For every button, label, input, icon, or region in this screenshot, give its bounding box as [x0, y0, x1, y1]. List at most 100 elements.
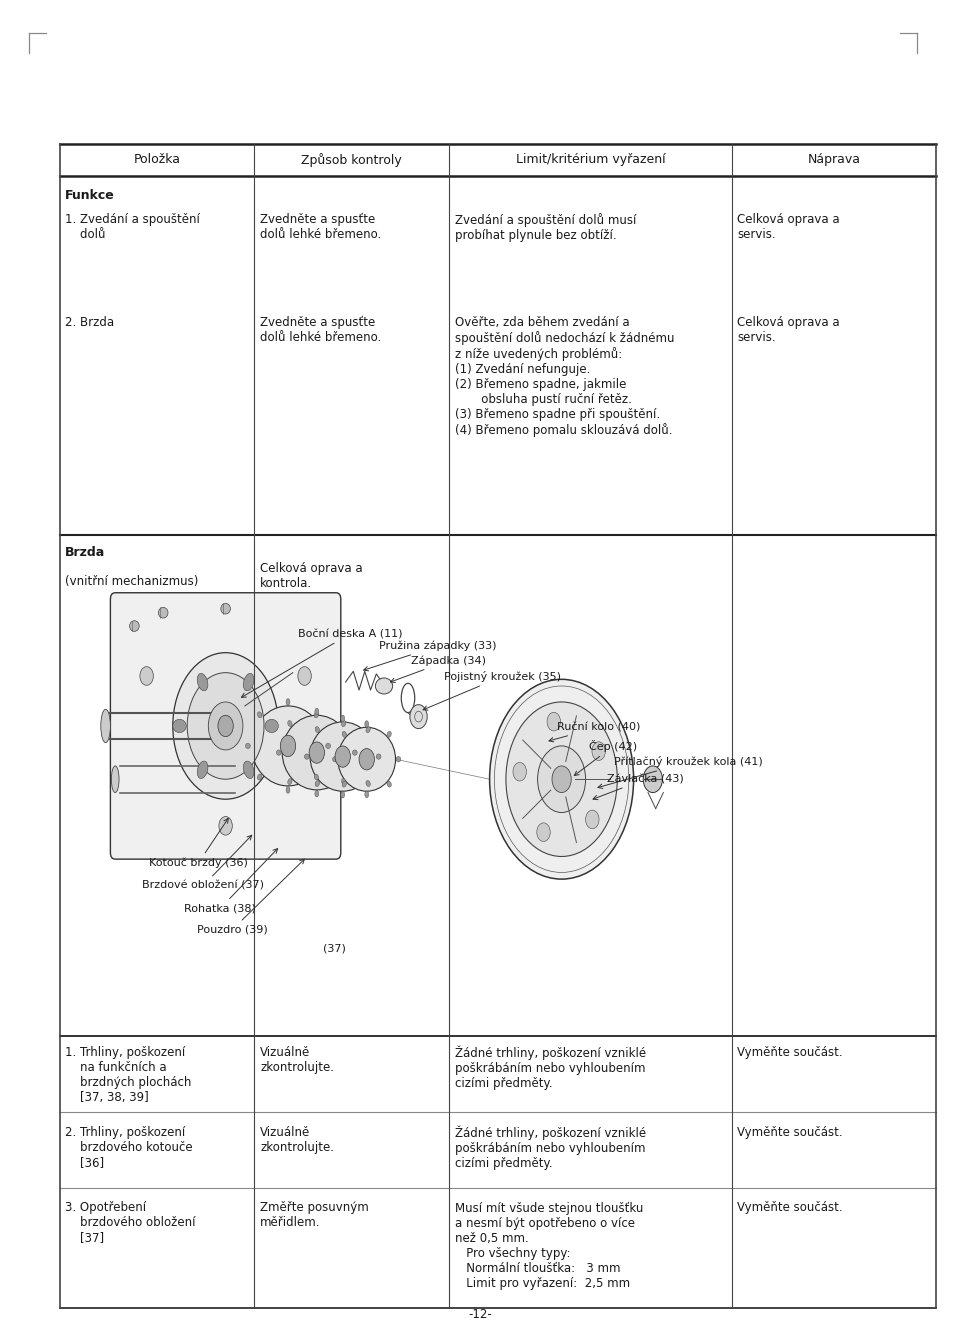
Text: Přítlačný kroužek kola (41): Přítlačný kroužek kola (41)	[598, 757, 763, 789]
Ellipse shape	[243, 761, 254, 778]
Ellipse shape	[375, 678, 393, 694]
Text: Změřte posuvným
měřidlem.: Změřte posuvným měřidlem.	[260, 1201, 369, 1229]
Text: (37): (37)	[323, 943, 346, 954]
Circle shape	[219, 817, 232, 835]
Circle shape	[537, 823, 550, 842]
Circle shape	[280, 735, 296, 757]
Text: Ověřte, zda během zvedání a
spouštění dolů nedochází k žádnému
z níže uvedených : Ověřte, zda během zvedání a spouštění do…	[455, 316, 675, 437]
Ellipse shape	[342, 781, 347, 787]
Ellipse shape	[325, 743, 330, 749]
Ellipse shape	[130, 621, 139, 631]
Circle shape	[208, 702, 243, 750]
Text: Žádné trhliny, poškození vzniklé
poškrábáním nebo vyhloubením
cizími předměty.: Žádné trhliny, poškození vzniklé poškráb…	[455, 1046, 646, 1090]
Ellipse shape	[252, 706, 324, 786]
Circle shape	[410, 705, 427, 729]
Ellipse shape	[111, 766, 119, 793]
Text: Funkce: Funkce	[65, 189, 115, 202]
Ellipse shape	[352, 750, 357, 755]
Ellipse shape	[342, 731, 347, 738]
Text: 1. Trhliny, poškození
    na funkčních a
    brzdných plochách
    [37, 38, 39]: 1. Trhliny, poškození na funkčních a brz…	[65, 1046, 192, 1104]
Ellipse shape	[288, 721, 292, 726]
Circle shape	[490, 679, 634, 879]
Ellipse shape	[366, 727, 371, 733]
Ellipse shape	[286, 786, 290, 794]
Text: Čep (42): Čep (42)	[574, 739, 637, 775]
Ellipse shape	[366, 781, 371, 786]
Ellipse shape	[101, 709, 110, 742]
Text: Náprava: Náprava	[807, 153, 860, 166]
Ellipse shape	[282, 715, 351, 790]
Text: Pojistný kroužek (35): Pojistný kroužek (35)	[423, 671, 561, 710]
Circle shape	[309, 742, 324, 763]
Ellipse shape	[288, 779, 292, 785]
Ellipse shape	[197, 674, 208, 691]
Circle shape	[552, 766, 571, 793]
Text: Brzda: Brzda	[65, 546, 106, 559]
Text: 1. Zvedání a spouštění
    dolů: 1. Zvedání a spouštění dolů	[65, 213, 200, 241]
Circle shape	[643, 766, 662, 793]
Circle shape	[547, 713, 561, 731]
Circle shape	[359, 749, 374, 770]
Text: Vizuálně
zkontrolujte.: Vizuálně zkontrolujte.	[260, 1046, 334, 1074]
Ellipse shape	[257, 711, 262, 718]
Text: 3. Opotřebení
    brzdového obložení
    [37]: 3. Opotřebení brzdového obložení [37]	[65, 1201, 196, 1244]
Circle shape	[298, 667, 311, 685]
Text: (vnitřní mechanizmus): (vnitřní mechanizmus)	[65, 575, 199, 589]
Text: Celková oprava a
servis.: Celková oprava a servis.	[737, 213, 840, 241]
Ellipse shape	[246, 743, 251, 749]
Ellipse shape	[342, 721, 346, 726]
Text: -12-: -12-	[468, 1308, 492, 1321]
Text: Boční deska A (11): Boční deska A (11)	[241, 629, 402, 698]
Circle shape	[592, 742, 606, 761]
Text: Vizuálně
zkontrolujte.: Vizuálně zkontrolujte.	[260, 1126, 334, 1154]
Circle shape	[538, 746, 586, 813]
Circle shape	[335, 746, 350, 767]
Text: Musí mít všude stejnou tloušťku
a nesmí být opotřebeno o více
než 0,5 mm.
   Pro: Musí mít všude stejnou tloušťku a nesmí …	[455, 1201, 643, 1289]
Ellipse shape	[173, 719, 186, 733]
Text: Vyměňte součást.: Vyměňte součást.	[737, 1126, 843, 1139]
Ellipse shape	[265, 719, 278, 733]
FancyBboxPatch shape	[110, 593, 341, 859]
Text: Vyměňte součást.: Vyměňte součást.	[737, 1046, 843, 1059]
Ellipse shape	[342, 779, 346, 785]
Text: Západka (34): Západka (34)	[391, 655, 486, 682]
Text: Ruční kolo (40): Ruční kolo (40)	[549, 722, 640, 742]
Text: 2. Trhliny, poškození
    brzdového kotouče
    [36]: 2. Trhliny, poškození brzdového kotouče …	[65, 1126, 193, 1168]
Ellipse shape	[315, 781, 320, 786]
Circle shape	[586, 810, 599, 829]
Ellipse shape	[314, 711, 319, 718]
Text: Vyměňte součást.: Vyměňte součást.	[737, 1201, 843, 1215]
Text: Žádné trhliny, poškození vzniklé
poškrábáním nebo vyhloubením
cizími předměty.: Žádné trhliny, poškození vzniklé poškráb…	[455, 1126, 646, 1169]
Text: Položka: Položka	[133, 153, 180, 166]
Text: Pružina západky (33): Pružina západky (33)	[364, 641, 496, 671]
Ellipse shape	[332, 757, 337, 762]
Circle shape	[506, 702, 617, 856]
Text: Rohatka (38): Rohatka (38)	[184, 848, 277, 914]
Ellipse shape	[304, 754, 309, 759]
Ellipse shape	[315, 790, 319, 797]
Text: Zvedněte a spusťte
dolů lehké břemeno.: Zvedněte a spusťte dolů lehké břemeno.	[260, 213, 381, 241]
Circle shape	[513, 762, 526, 781]
Ellipse shape	[365, 791, 369, 798]
Text: Brzdové obložení (37): Brzdové obložení (37)	[142, 835, 264, 891]
Ellipse shape	[158, 607, 168, 618]
Ellipse shape	[341, 791, 345, 798]
Ellipse shape	[387, 731, 392, 738]
Text: Celková oprava a
servis.: Celková oprava a servis.	[737, 316, 840, 344]
Circle shape	[187, 673, 264, 779]
Ellipse shape	[396, 757, 401, 762]
Text: Limit/kritérium vyřazení: Limit/kritérium vyřazení	[516, 153, 665, 166]
Circle shape	[218, 715, 233, 737]
Ellipse shape	[338, 727, 396, 791]
Text: Pouzdro (39): Pouzdro (39)	[197, 859, 304, 935]
Circle shape	[173, 653, 278, 799]
Ellipse shape	[387, 781, 392, 787]
Ellipse shape	[376, 754, 381, 759]
Text: Celková oprava a
kontrola.: Celková oprava a kontrola.	[260, 562, 363, 590]
Ellipse shape	[243, 674, 254, 691]
Ellipse shape	[276, 750, 281, 755]
Text: Způsob kontroly: Způsob kontroly	[301, 153, 402, 166]
Ellipse shape	[286, 698, 290, 706]
Ellipse shape	[257, 774, 262, 781]
Ellipse shape	[315, 727, 320, 733]
